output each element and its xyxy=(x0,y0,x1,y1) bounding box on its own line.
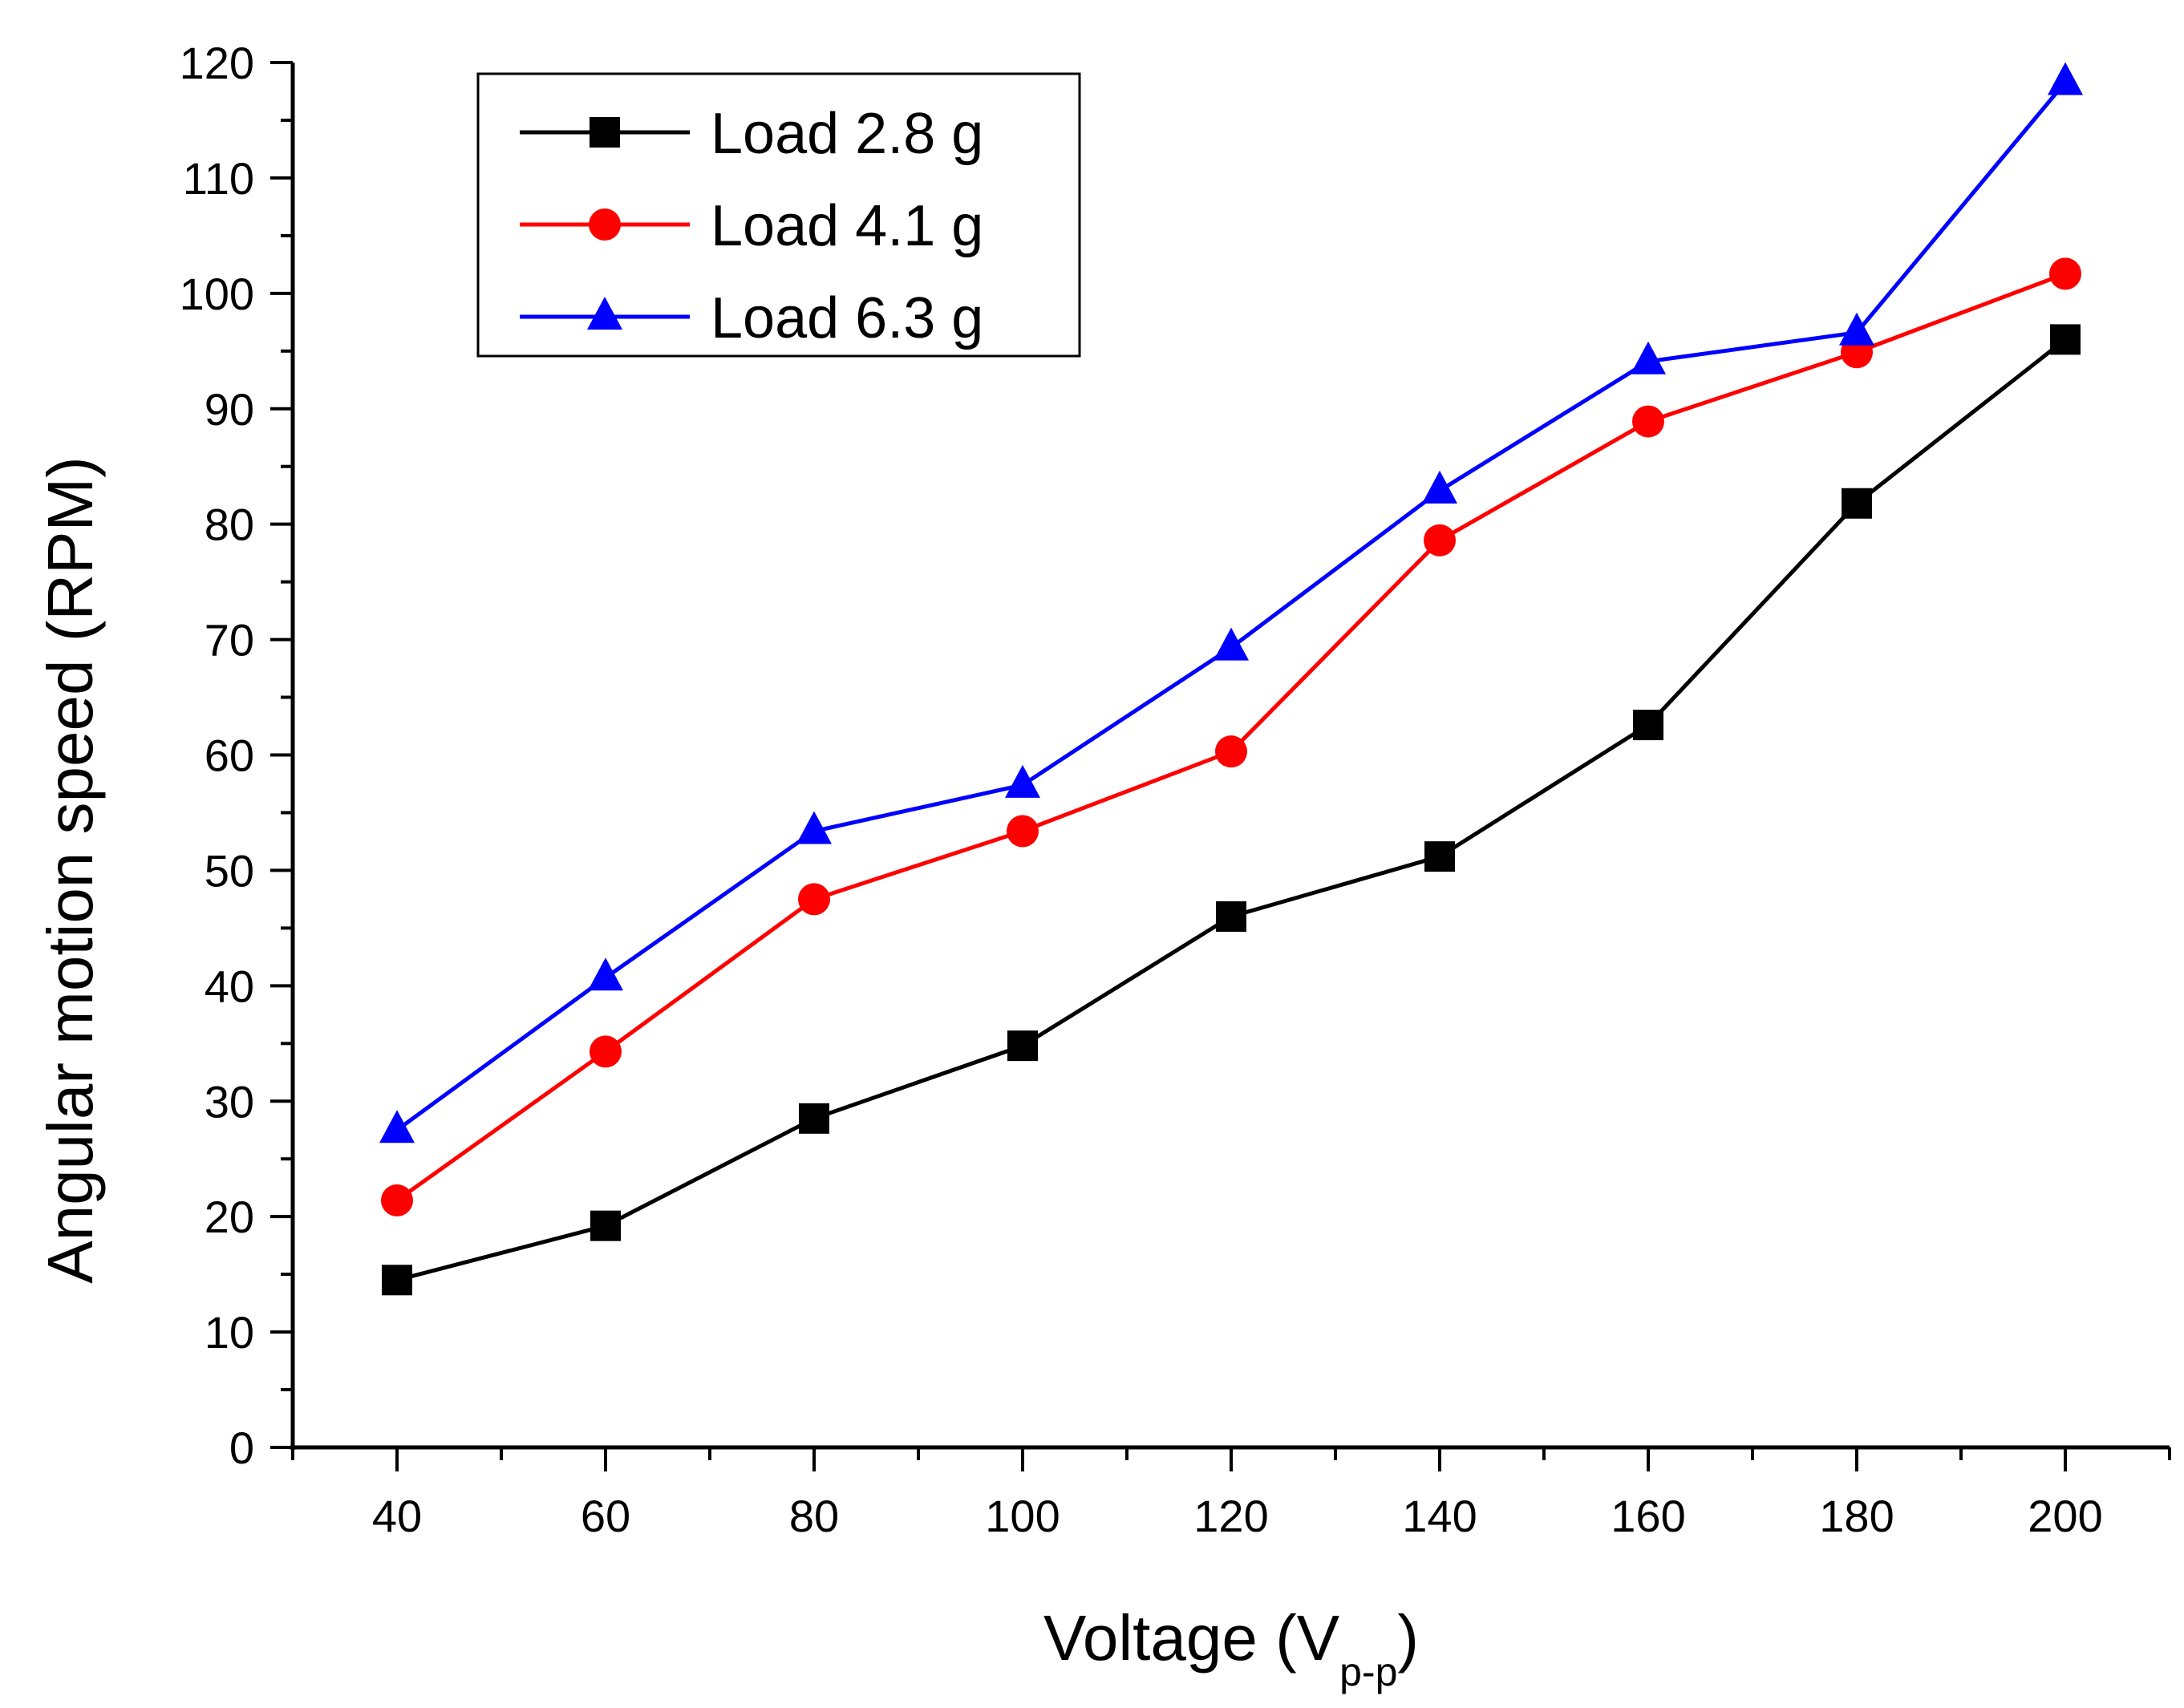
legend-marker xyxy=(590,117,620,148)
y-tick-label: 110 xyxy=(183,153,254,204)
data-point xyxy=(2048,62,2083,95)
y-tick-label: 120 xyxy=(180,38,254,88)
series-1 xyxy=(382,324,2081,1296)
x-tick-label: 200 xyxy=(2028,1491,2102,1541)
x-tick-label: 120 xyxy=(1193,1491,1268,1541)
data-point xyxy=(590,1035,622,1068)
data-point xyxy=(796,811,832,844)
x-tick-label: 80 xyxy=(789,1491,839,1541)
data-point xyxy=(799,1103,829,1134)
legend-label: Load 2.8 g xyxy=(711,102,983,166)
x-tick-label: 40 xyxy=(372,1491,422,1541)
legend-item-2: Load 4.1 g xyxy=(520,194,983,258)
y-tick-label: 20 xyxy=(205,1192,254,1242)
data-point xyxy=(1214,627,1249,661)
data-point xyxy=(1215,735,1247,768)
y-tick-label: 40 xyxy=(205,961,254,1011)
legend-marker xyxy=(587,297,622,330)
y-tick-label: 0 xyxy=(229,1423,254,1473)
legend-label: Load 6.3 g xyxy=(711,286,983,350)
y-tick-label: 100 xyxy=(180,269,254,319)
data-point xyxy=(590,1210,621,1241)
data-point xyxy=(1424,524,1456,557)
legend-item-1: Load 2.8 g xyxy=(520,102,983,166)
legend-marker xyxy=(589,208,621,241)
data-point xyxy=(588,957,623,991)
x-tick-label: 60 xyxy=(581,1491,630,1541)
axes: 0 10 20 30 40 50 60 70 80 90 100 110 120 40 60 80 100 120… xyxy=(180,38,2171,1541)
y-tick-label: 10 xyxy=(205,1307,254,1358)
x-tick-label: 180 xyxy=(1819,1491,1894,1541)
legend-item-3: Load 6.3 g xyxy=(520,286,983,350)
x-axis-title-subscript: p-p xyxy=(1339,1649,1397,1694)
data-point xyxy=(1842,488,1872,519)
data-point xyxy=(379,1110,415,1143)
series-3 xyxy=(379,62,2083,1143)
x-tick-label: 100 xyxy=(985,1491,1060,1541)
data-point xyxy=(1005,764,1040,798)
data-point xyxy=(381,1184,413,1217)
y-tick-label: 60 xyxy=(205,731,254,781)
y-tick-label: 30 xyxy=(205,1076,254,1127)
data-point xyxy=(1632,405,1664,438)
series-2 xyxy=(381,257,2081,1217)
y-tick-label: 50 xyxy=(205,845,254,896)
x-tick-label: 140 xyxy=(1402,1491,1477,1541)
y-tick-label: 80 xyxy=(205,500,254,550)
y-tick-label: 70 xyxy=(205,615,254,666)
data-point xyxy=(382,1265,412,1296)
data-point xyxy=(1839,312,1874,346)
series-line xyxy=(396,338,2067,1282)
legend: Load 2.8 g Load 4.1 g Load 6.3 g xyxy=(476,72,1081,358)
data-point xyxy=(1007,815,1039,848)
data-point xyxy=(1216,901,1246,932)
data-point xyxy=(798,883,830,916)
data-point xyxy=(1424,841,1455,872)
x-axis-title-close: ) xyxy=(1397,1602,1419,1674)
y-axis-title: Angular motion speed (RPM) xyxy=(34,456,106,1284)
series-group xyxy=(379,62,2083,1296)
y-tick-label: 90 xyxy=(205,384,254,435)
x-tick-label: 160 xyxy=(1611,1491,1685,1541)
legend-frame xyxy=(476,72,1081,358)
legend-label: Load 4.1 g xyxy=(711,194,983,258)
data-point xyxy=(1007,1030,1038,1062)
data-point xyxy=(1631,341,1666,374)
x-axis-title-main: Voltage (V xyxy=(1043,1602,1340,1674)
data-point xyxy=(2050,324,2081,355)
x-axis-title: Voltage (Vp-p) xyxy=(1043,1602,1419,1694)
data-point xyxy=(2049,257,2081,290)
data-point xyxy=(1633,710,1663,741)
data-point xyxy=(1422,470,1457,504)
